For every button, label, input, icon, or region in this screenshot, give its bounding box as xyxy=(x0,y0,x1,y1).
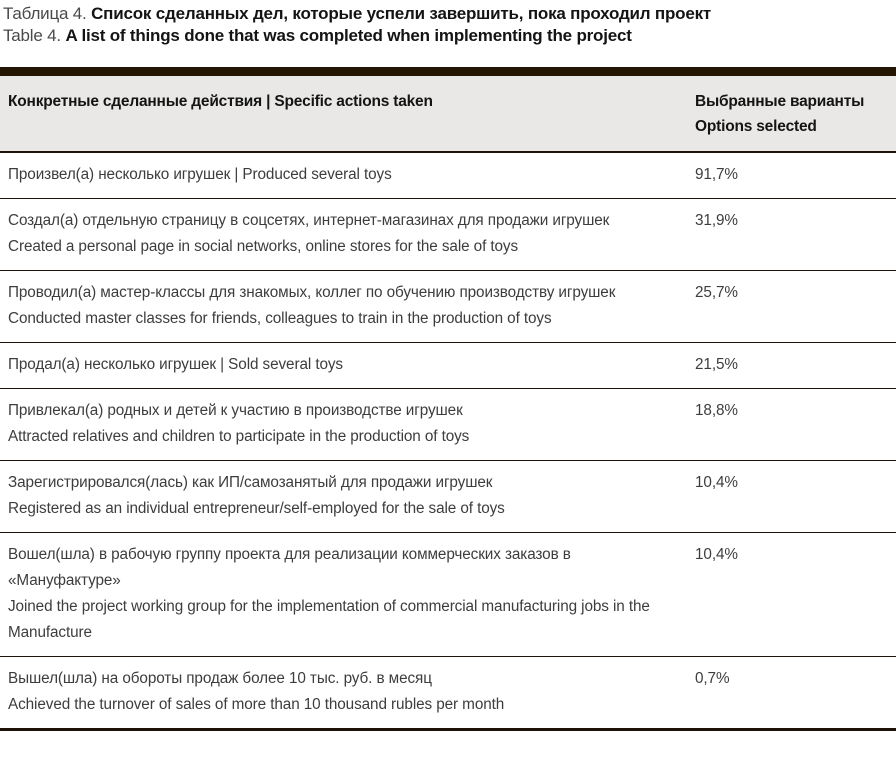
row-value: 25,7% xyxy=(695,284,738,301)
table-body: Произвел(а) несколько игрушек | Produced… xyxy=(0,153,896,728)
row-action-cell: Произвел(а) несколько игрушек | Produced… xyxy=(0,153,687,198)
row-action-cell: Продал(а) несколько игрушек | Sold sever… xyxy=(0,343,687,388)
row-text-line: Registered as an individual entrepreneur… xyxy=(8,500,505,517)
row-text-line: Вышел(шла) на обороты продаж более 10 ты… xyxy=(8,670,432,687)
row-value: 10,4% xyxy=(695,546,738,563)
row-action-cell: Привлекал(а) родных и детей к участию в … xyxy=(0,389,687,460)
row-text-line: Created a personal page in social networ… xyxy=(8,238,519,255)
row-text-line: Произвел(а) несколько игрушек | Produced… xyxy=(8,166,392,183)
row-text-line: Привлекал(а) родных и детей к участию в … xyxy=(8,402,463,419)
table-row: Вышел(шла) на обороты продаж более 10 ты… xyxy=(0,657,896,728)
caption-line-ru: Таблица 4. Список сделанных дел, которые… xyxy=(3,3,892,25)
row-action-cell: Проводил(а) мастер-классы для знакомых, … xyxy=(0,271,687,342)
row-value: 21,5% xyxy=(695,356,738,373)
header-cell-options: Выбранные варианты Options selected xyxy=(687,76,896,151)
row-text-line: Создал(а) отдельную страницу в соцсетях,… xyxy=(8,212,610,229)
row-text-line: Вошел(шла) в рабочую группу проекта для … xyxy=(8,546,571,589)
table-row: Создал(а) отдельную страницу в соцсетях,… xyxy=(0,199,896,271)
row-action-cell: Создал(а) отдельную страницу в соцсетях,… xyxy=(0,199,687,270)
row-text-line: Зарегистрировался(лась) как ИП/самозанят… xyxy=(8,474,493,491)
row-value: 10,4% xyxy=(695,474,738,491)
header-options-line2: Options selected xyxy=(695,118,817,135)
table-top-border xyxy=(0,67,896,76)
row-text-line: Продал(а) несколько игрушек | Sold sever… xyxy=(8,356,343,373)
caption-en-prefix: Table 4. xyxy=(3,26,66,45)
row-text-line: Achieved the turnover of sales of more t… xyxy=(8,696,505,713)
table-row: Проводил(а) мастер-классы для знакомых, … xyxy=(0,271,896,343)
caption-ru-text: Список сделанных дел, которые успели зав… xyxy=(91,4,712,23)
row-value: 0,7% xyxy=(695,670,730,687)
results-table: Конкретные сделанные действия | Specific… xyxy=(0,67,896,731)
row-text-line: Conducted master classes for friends, co… xyxy=(8,310,552,327)
table-header-row: Конкретные сделанные действия | Specific… xyxy=(0,76,896,153)
row-value: 91,7% xyxy=(695,166,738,183)
row-action-cell: Зарегистрировался(лась) как ИП/самозанят… xyxy=(0,461,687,532)
header-options-line1: Выбранные варианты xyxy=(695,93,865,110)
table-row: Зарегистрировался(лась) как ИП/самозанят… xyxy=(0,461,896,533)
caption-ru-prefix: Таблица 4. xyxy=(3,4,92,23)
table-row: Вошел(шла) в рабочую группу проекта для … xyxy=(0,533,896,657)
caption-line-en: Table 4. A list of things done that was … xyxy=(3,25,892,47)
row-value: 31,9% xyxy=(695,212,738,229)
row-action-cell: Вошел(шла) в рабочую группу проекта для … xyxy=(0,533,687,656)
row-text-line: Проводил(а) мастер-классы для знакомых, … xyxy=(8,284,616,301)
row-action-cell: Вышел(шла) на обороты продаж более 10 ты… xyxy=(0,657,687,728)
caption-en-text: A list of things done that was completed… xyxy=(65,26,632,45)
table-row: Произвел(а) несколько игрушек | Produced… xyxy=(0,153,896,199)
table-row: Привлекал(а) родных и детей к участию в … xyxy=(0,389,896,461)
table-row: Продал(а) несколько игрушек | Sold sever… xyxy=(0,343,896,389)
table-caption: Таблица 4. Список сделанных дел, которые… xyxy=(0,0,896,47)
row-value: 18,8% xyxy=(695,402,738,419)
row-text-line: Joined the project working group for the… xyxy=(8,598,650,641)
header-cell-actions: Конкретные сделанные действия | Specific… xyxy=(8,93,433,110)
table-bottom-border xyxy=(0,728,896,731)
row-text-line: Attracted relatives and children to part… xyxy=(8,428,470,445)
